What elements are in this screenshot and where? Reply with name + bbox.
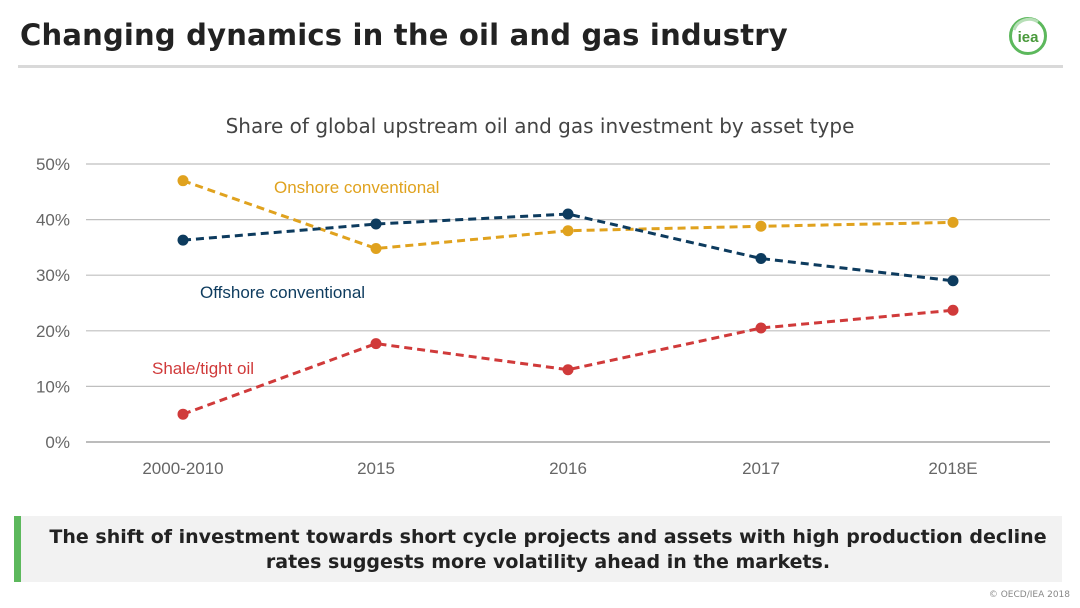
copyright-notice: © OECD/IEA 2018 [988, 590, 1070, 600]
data-point-shale [755, 322, 767, 334]
series-lines [177, 175, 959, 420]
data-point-onshore [755, 220, 767, 232]
data-point-onshore [177, 175, 189, 187]
x-tick-label: 2017 [742, 459, 780, 478]
line-chart: Share of global upstream oil and gas inv… [36, 114, 1050, 478]
callout-accent-bar [14, 516, 21, 582]
data-point-onshore [947, 216, 959, 228]
chart-title: Share of global upstream oil and gas inv… [226, 114, 855, 138]
logo-text: iea [1018, 29, 1040, 46]
data-point-onshore [562, 225, 574, 237]
x-tick-label: 2000-2010 [142, 459, 223, 478]
x-tick-label: 2016 [549, 459, 587, 478]
y-tick-label: 40% [36, 211, 70, 230]
data-point-offshore [370, 218, 382, 230]
series-line-shale [182, 308, 954, 416]
y-tick-label: 20% [36, 322, 70, 341]
y-tick-label: 10% [36, 377, 70, 396]
key-message-callout: The shift of investment towards short cy… [14, 516, 1062, 582]
y-tick-label: 30% [36, 266, 70, 285]
title-divider [18, 65, 1063, 68]
series-label-onshore: Onshore conventional [274, 178, 439, 197]
callout-text: The shift of investment towards short cy… [49, 526, 1047, 573]
series-labels: Onshore conventional Offshore conventiona… [152, 178, 439, 378]
data-point-offshore [562, 208, 574, 220]
y-tick-label: 0% [45, 433, 70, 452]
data-point-shale [177, 408, 189, 420]
x-tick-label: 2018E [928, 459, 977, 478]
series-label-shale: Shale/tight oil [152, 359, 254, 378]
series-label-offshore: Offshore conventional [200, 283, 365, 302]
data-point-offshore [755, 253, 767, 265]
data-point-onshore [370, 243, 382, 255]
y-axis-ticks: 0% 10% 20% 30% 40% 50% [36, 155, 70, 452]
data-point-offshore [177, 234, 189, 246]
y-tick-label: 50% [36, 155, 70, 174]
gridlines [86, 163, 1050, 443]
data-point-shale [947, 304, 959, 316]
data-point-offshore [947, 275, 959, 287]
data-point-shale [370, 338, 382, 350]
x-tick-label: 2015 [357, 459, 395, 478]
iea-logo-icon: iea [1009, 17, 1047, 55]
x-axis-ticks: 2000-2010 2015 2016 2017 2018E [142, 459, 977, 478]
data-point-shale [562, 364, 574, 376]
slide-title: Changing dynamics in the oil and gas ind… [20, 18, 788, 52]
